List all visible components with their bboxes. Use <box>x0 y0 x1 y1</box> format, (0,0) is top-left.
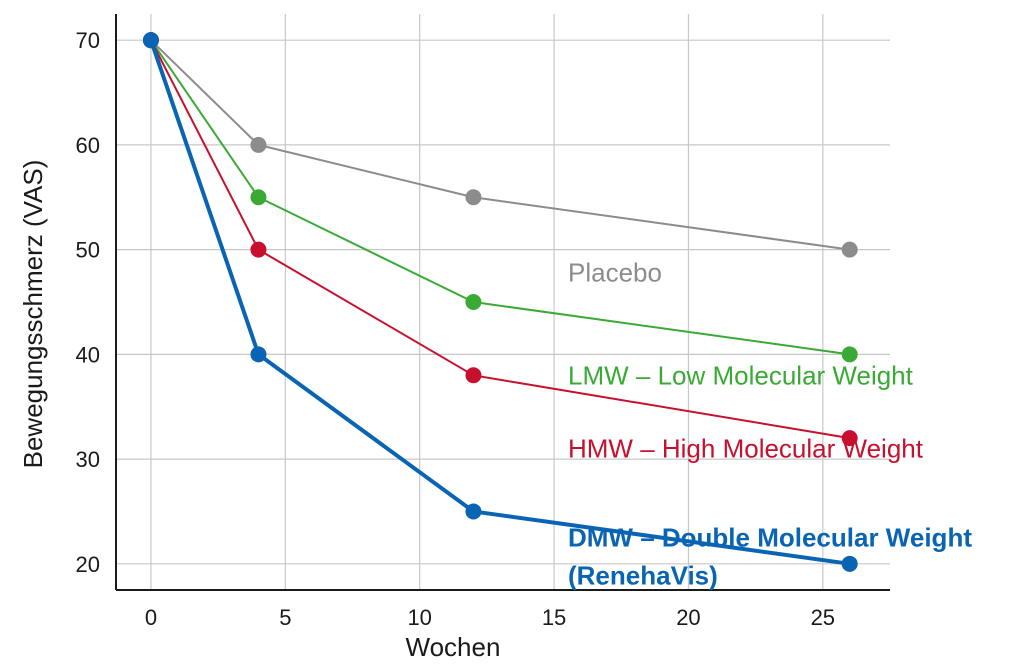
series-line <box>150 39 850 251</box>
y-tick-label: 30 <box>76 447 100 472</box>
x-tick-label: 0 <box>145 605 157 630</box>
series-line <box>150 39 850 440</box>
x-tick-label: 20 <box>676 605 700 630</box>
data-point <box>250 189 267 206</box>
x-tick-label: 5 <box>279 605 291 630</box>
series-line <box>149 39 850 566</box>
data-point <box>841 430 858 447</box>
series <box>142 32 858 572</box>
series-label: DMW – Double Molecular Weight <box>568 523 972 553</box>
y-tick-label: 60 <box>76 133 100 158</box>
x-tick-label: 10 <box>407 605 431 630</box>
data-point <box>465 189 482 206</box>
series-labels: Placebo LMW – Low Molecular Weight HMW – H… <box>568 258 972 591</box>
data-point <box>250 346 267 363</box>
series-1 <box>142 32 858 363</box>
series-label: Placebo <box>568 258 662 288</box>
data-point <box>250 241 267 258</box>
series-label: LMW – Low Molecular Weight <box>568 360 914 390</box>
series-label: HMW – High Molecular Weight <box>568 434 924 464</box>
series-line <box>150 39 850 356</box>
grid <box>116 14 890 590</box>
series-label: (RenehaVis) <box>568 561 718 591</box>
data-point <box>250 136 267 153</box>
data-point <box>841 241 858 258</box>
x-axis-title: Wochen <box>406 632 501 662</box>
series-3 <box>142 32 858 572</box>
data-point <box>841 555 858 572</box>
y-tick-label: 50 <box>76 238 100 263</box>
data-point <box>465 503 482 520</box>
y-tick-label: 70 <box>76 28 100 53</box>
axes <box>115 14 890 591</box>
data-point <box>142 32 159 49</box>
data-point <box>465 294 482 310</box>
data-point <box>841 346 858 363</box>
data-point <box>465 367 482 384</box>
tick-labels: 0 5 10 15 20 25 20 30 40 50 60 70 <box>76 28 836 630</box>
x-tick-label: 15 <box>542 605 566 630</box>
x-tick-label: 25 <box>811 605 835 630</box>
y-tick-label: 40 <box>76 342 100 367</box>
y-tick-label: 20 <box>76 552 100 577</box>
y-axis-title: Bewegungsschmerz (VAS) <box>18 160 48 469</box>
